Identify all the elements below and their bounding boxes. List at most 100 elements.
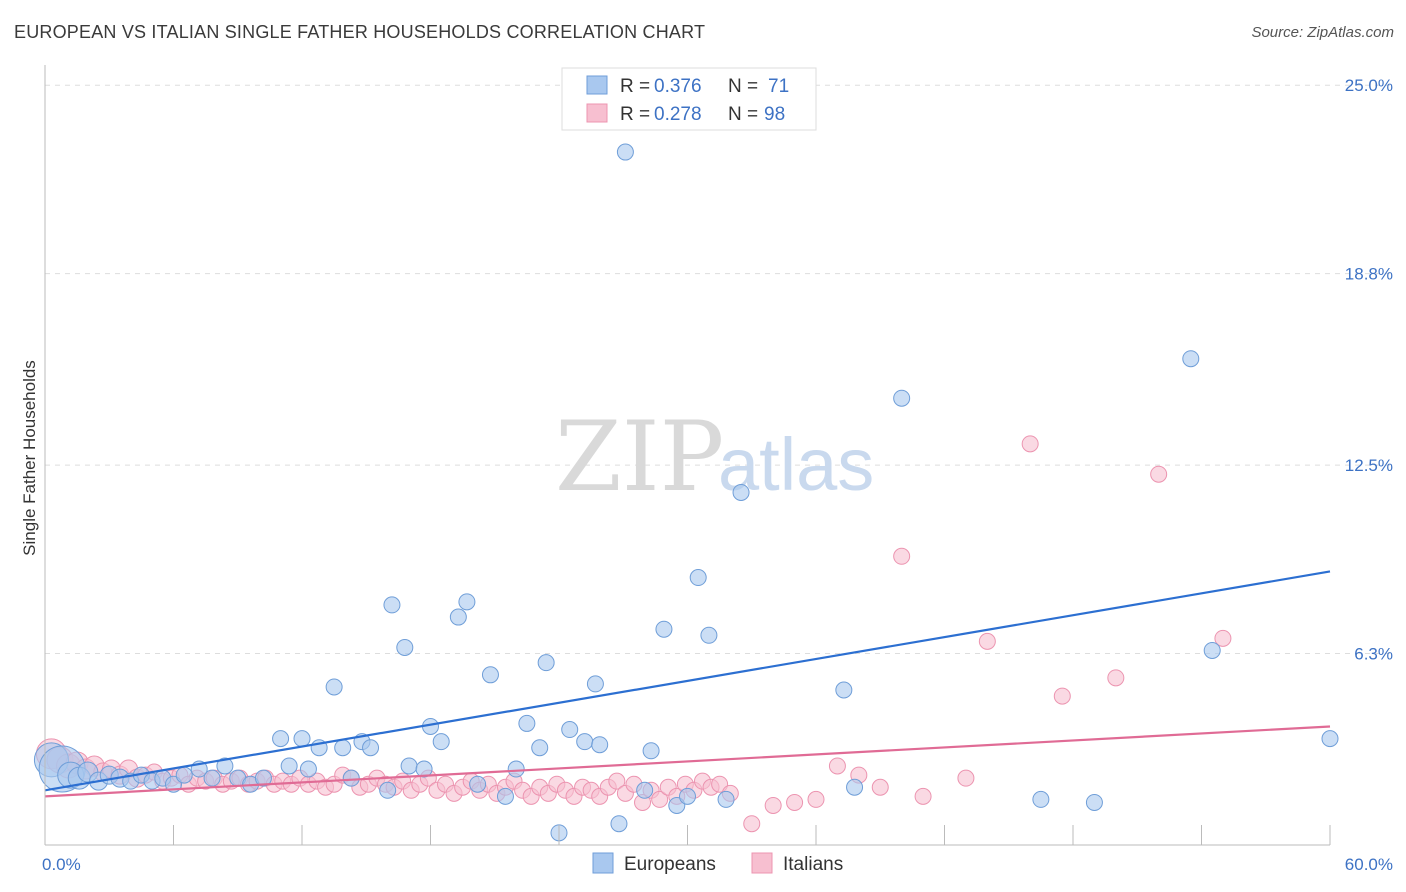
- y-axis-label: Single Father Households: [20, 360, 39, 556]
- europeans-point: [325, 678, 343, 696]
- legend-top: R = 0.376 N = 71 R = 0.278 N = 98: [561, 67, 817, 131]
- legend-n-value-europeans: 71: [768, 76, 789, 97]
- legend-bottom: Europeans Italians: [592, 852, 843, 875]
- europeans-point: [342, 769, 360, 787]
- y-tick-label: 12.5%: [1345, 456, 1393, 475]
- italians-point: [1021, 435, 1039, 453]
- europeans-point: [636, 781, 654, 799]
- x-tick-label-min: 0.0%: [42, 855, 81, 874]
- italians-point: [871, 778, 889, 796]
- europeans-point: [689, 569, 707, 587]
- europeans-point: [280, 757, 298, 775]
- europeans-point: [1032, 790, 1050, 808]
- europeans-point: [835, 681, 853, 699]
- europeans-point: [432, 733, 450, 751]
- europeans-trend-line: [44, 570, 1331, 792]
- europeans-point: [717, 790, 735, 808]
- legend-swatch-europeans: [586, 75, 608, 95]
- europeans-point: [537, 654, 555, 672]
- europeans-point: [616, 143, 634, 161]
- legend-n-value-italians: 98: [764, 104, 785, 125]
- legend-n-label-europeans: N =: [728, 76, 758, 97]
- europeans-point: [449, 608, 467, 626]
- europeans-point: [496, 787, 514, 805]
- europeans-point: [272, 730, 290, 748]
- italians-point: [764, 796, 782, 814]
- europeans-point: [591, 736, 609, 754]
- italians-point: [1107, 669, 1125, 687]
- europeans-point: [586, 675, 604, 693]
- bottom-legend-europeans: Europeans: [624, 854, 716, 875]
- europeans-point: [1182, 350, 1200, 368]
- italians-point: [1053, 687, 1071, 705]
- y-tick-label: 18.8%: [1345, 265, 1393, 284]
- bottom-legend-swatch-italians: [751, 852, 773, 874]
- watermark-zip: ZIP: [555, 401, 724, 513]
- europeans-point: [846, 778, 864, 796]
- axes: [44, 65, 1331, 846]
- italians-point: [978, 632, 996, 650]
- europeans-point: [481, 666, 499, 684]
- europeans-point: [175, 766, 193, 784]
- europeans-point: [362, 739, 380, 757]
- europeans-point: [203, 769, 221, 787]
- europeans-point: [334, 739, 352, 757]
- europeans-point: [561, 721, 579, 739]
- europeans-point: [458, 593, 476, 611]
- italians-point: [1150, 465, 1168, 483]
- legend-r-label-italians: R =: [620, 104, 650, 125]
- legend-r-label-europeans: R =: [620, 76, 650, 97]
- trend-lines: [44, 570, 1331, 798]
- europeans-point: [396, 638, 414, 656]
- series-europeans-points: [33, 107, 1339, 842]
- europeans-point: [700, 626, 718, 644]
- europeans-point: [1203, 641, 1221, 659]
- europeans-point: [400, 757, 418, 775]
- chart-source: Source: ZipAtlas.com: [1251, 24, 1394, 41]
- legend-n-label-italians: N =: [728, 104, 758, 125]
- europeans-point: [893, 389, 911, 407]
- europeans-point: [642, 742, 660, 760]
- italians-point: [608, 772, 626, 790]
- europeans-point: [679, 787, 696, 805]
- grid-lines: [45, 84, 1395, 655]
- europeans-point: [655, 620, 673, 638]
- bottom-legend-swatch-europeans: [592, 852, 614, 874]
- legend-r-value-europeans: 0.376: [654, 76, 702, 97]
- europeans-point: [216, 757, 234, 775]
- europeans-point: [1085, 793, 1103, 811]
- y-tick-label: 25.0%: [1345, 76, 1393, 95]
- europeans-point: [415, 760, 433, 778]
- italians-point: [786, 793, 804, 811]
- italians-point: [651, 790, 669, 808]
- europeans-point: [518, 714, 536, 732]
- europeans-point: [1321, 730, 1339, 748]
- europeans-point: [299, 760, 317, 778]
- y-tick-label: 6.3%: [1354, 645, 1393, 664]
- europeans-point: [732, 483, 750, 501]
- europeans-point: [507, 760, 525, 778]
- italians-point: [957, 769, 975, 787]
- europeans-point: [379, 781, 397, 799]
- bottom-legend-italians: Italians: [783, 854, 843, 875]
- europeans-point: [531, 739, 549, 757]
- europeans-point: [576, 733, 594, 751]
- europeans-point: [469, 775, 487, 793]
- italians-point: [1214, 629, 1232, 647]
- italians-point: [807, 790, 825, 808]
- italians-point: [743, 815, 761, 833]
- italians-point: [828, 757, 846, 775]
- italians-point: [893, 547, 911, 565]
- legend-r-value-italians: 0.278: [654, 104, 702, 125]
- chart-title: EUROPEAN VS ITALIAN SINGLE FATHER HOUSEH…: [14, 22, 706, 42]
- x-tick-label-max: 60.0%: [1345, 855, 1393, 874]
- europeans-point: [610, 815, 628, 833]
- europeans-point: [254, 769, 272, 787]
- europeans-point: [293, 730, 311, 748]
- italians-point: [914, 787, 932, 805]
- legend-swatch-italians: [586, 103, 608, 123]
- y-tick-labels: 6.3% 12.5% 18.8% 25.0%: [1345, 76, 1393, 663]
- europeans-point: [383, 596, 401, 614]
- italians-trend-line: [44, 725, 1331, 798]
